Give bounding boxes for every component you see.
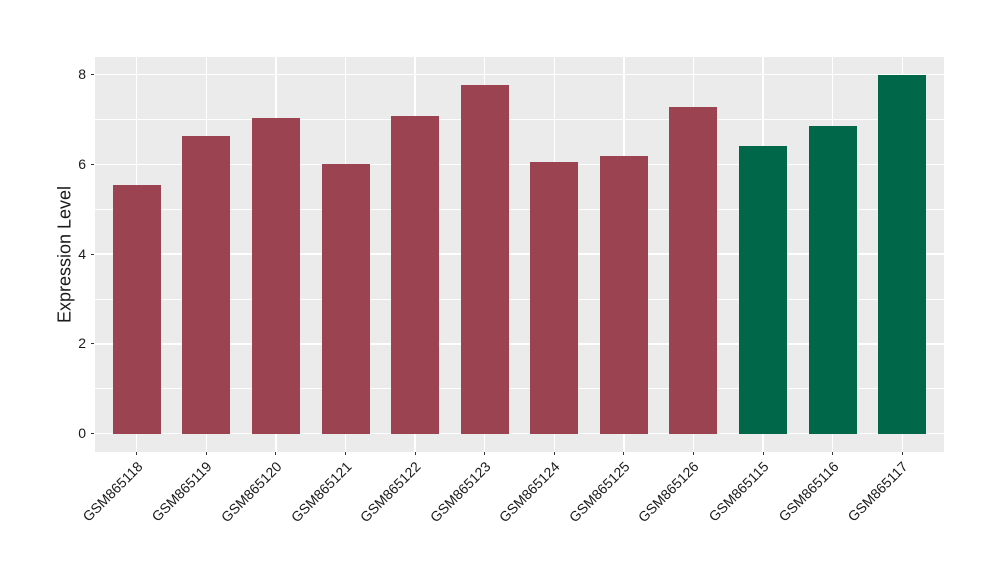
x-tick-mark — [553, 452, 555, 455]
bar — [391, 115, 440, 434]
major-gridline — [95, 253, 944, 255]
x-tick-mark — [136, 452, 138, 455]
minor-gridline — [95, 388, 944, 390]
major-gridline — [95, 432, 944, 435]
bar — [808, 125, 857, 434]
x-tick-mark — [901, 452, 903, 455]
plot-panel — [95, 57, 944, 452]
x-tick-mark — [205, 452, 207, 455]
bar — [530, 162, 579, 434]
x-tick-mark — [762, 452, 764, 455]
bar — [599, 156, 648, 434]
bar — [182, 136, 231, 434]
bar — [739, 145, 788, 434]
y-tick-mark — [91, 163, 94, 165]
y-tick-label: 4 — [78, 245, 86, 262]
bar — [669, 107, 718, 434]
y-tick-label: 8 — [78, 66, 86, 82]
x-tick-mark — [692, 452, 694, 455]
major-gridline — [95, 73, 944, 76]
y-tick-mark — [91, 433, 94, 435]
x-tick-mark — [623, 452, 625, 455]
y-tick-mark — [91, 74, 94, 75]
bar — [321, 163, 370, 434]
bar — [112, 185, 161, 434]
x-tick-mark — [275, 452, 277, 455]
minor-gridline — [95, 208, 944, 210]
y-tick-mark — [91, 343, 94, 345]
bar — [460, 85, 509, 434]
x-tick-mark — [832, 452, 834, 455]
major-gridline — [95, 343, 944, 345]
x-tick-label: GSM865118 — [79, 458, 146, 525]
bar — [878, 74, 927, 434]
major-gridline — [95, 163, 944, 165]
minor-gridline — [95, 298, 944, 300]
bar — [251, 117, 300, 434]
y-tick-mark — [91, 253, 94, 255]
x-tick-mark — [345, 452, 347, 455]
x-tick-mark — [414, 452, 416, 455]
y-tick-label: 6 — [78, 155, 86, 172]
y-tick-label: 2 — [78, 335, 86, 352]
minor-gridline — [95, 119, 944, 120]
x-tick-mark — [484, 452, 486, 455]
y-tick-label: 0 — [78, 425, 86, 442]
